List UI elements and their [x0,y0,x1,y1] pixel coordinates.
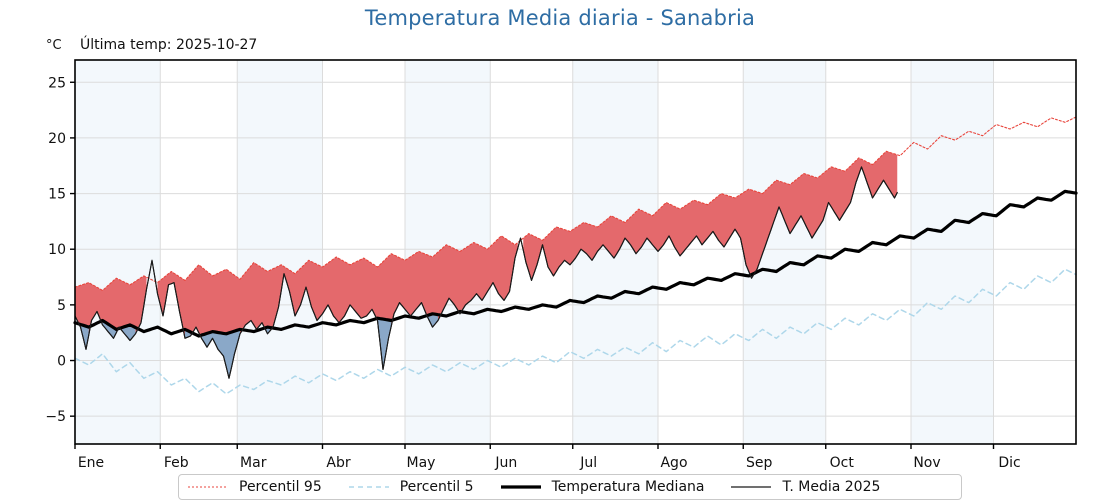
x-tick-label: Jul [579,455,597,471]
chart-legend[interactable]: Percentil 95 Percentil 5 Temperatura Media… [178,474,962,500]
legend-label: Percentil 5 [399,479,474,495]
x-tick-label: Oct [830,455,855,471]
y-tick-label: 25 [48,75,66,91]
chart-title: Temperatura Media diaria - Sanabria [364,6,756,30]
y-tick-label: 0 [57,354,66,370]
series-lines [73,116,1078,395]
y-tick-label: 10 [48,242,66,258]
legend-item[interactable]: Percentil 95 [187,479,322,495]
y-axis-ticks: −5 0 5 10 15 20 25 [45,75,75,425]
y-tick-label: −5 [45,409,66,425]
legend-label: Percentil 95 [239,479,322,495]
x-tick-label: Abr [326,455,350,471]
axes-frame [74,59,1077,445]
x-tick-label: Mar [240,455,267,471]
x-tick-label: Ene [78,455,104,471]
legend-item[interactable]: Temperatura Mediana [500,479,705,495]
x-tick-label: Nov [913,455,940,471]
y-tick-label: 20 [48,131,66,147]
x-tick-label: Sep [746,455,773,471]
legend-line-swatch [731,486,772,488]
x-tick-label: May [407,455,436,471]
legend-line-swatch [188,486,228,488]
legend-item[interactable]: T. Media 2025 [730,479,880,495]
legend-line-swatch [500,485,541,489]
y-tick-label: 15 [48,187,66,203]
legend-line-swatch [348,486,389,488]
x-axis-ticks: Ene Feb Mar Abr May Jun Jul Ago Sep Oct Nov Dic [74,444,1021,471]
legend-label: Temperatura Mediana [551,479,705,495]
x-tick-label: Jun [494,455,517,471]
x-tick-label: Dic [998,455,1020,471]
y-axis-unit-label: °C [46,38,62,53]
last-temp-subtitle: Última temp: 2025-10-27 [80,37,258,53]
x-tick-label: Feb [164,455,189,471]
y-tick-label: 5 [57,298,66,314]
legend-item[interactable]: Percentil 5 [348,479,474,495]
legend-label: T. Media 2025 [782,479,881,495]
x-tick-label: Ago [660,455,687,471]
anomaly-fills [75,151,898,379]
